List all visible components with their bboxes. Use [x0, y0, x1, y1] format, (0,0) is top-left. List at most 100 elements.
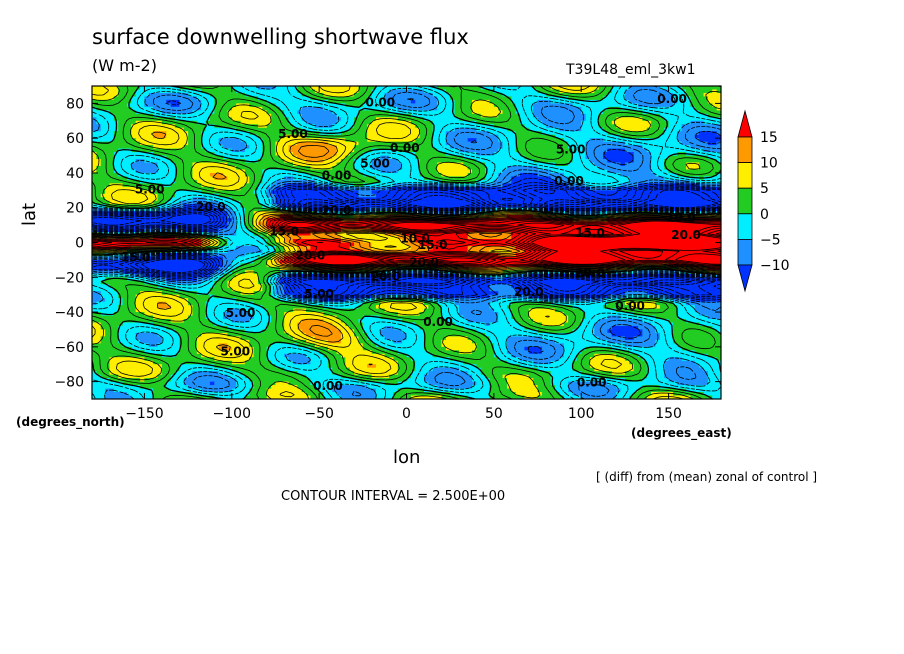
field-cell	[585, 86, 591, 91]
field-cell	[664, 190, 670, 195]
field-cell	[126, 113, 132, 118]
field-cell	[703, 120, 709, 125]
field-cell	[314, 152, 320, 157]
field-cell	[266, 89, 272, 94]
field-cell	[240, 117, 246, 122]
field-cell	[105, 92, 111, 98]
field-cell	[716, 106, 721, 111]
field-cell	[441, 92, 447, 98]
field-cell	[659, 86, 665, 91]
field-cell	[314, 103, 320, 108]
field-cell	[616, 89, 622, 94]
field-cell	[707, 117, 713, 122]
field-cell	[402, 99, 408, 104]
field-cell	[576, 131, 582, 136]
field-cell	[594, 117, 600, 122]
field-cell	[306, 145, 311, 150]
field-cell	[109, 138, 115, 143]
field-cell	[96, 179, 102, 184]
field-cell	[410, 127, 416, 132]
field-cell	[223, 117, 229, 122]
field-cell	[677, 162, 683, 167]
field-cell	[253, 117, 259, 122]
field-cell	[533, 127, 539, 132]
field-cell	[122, 193, 128, 198]
field-cell	[196, 141, 202, 146]
field-cell	[563, 197, 569, 202]
field-cell	[227, 138, 233, 143]
field-cell	[677, 131, 683, 136]
field-cell	[380, 127, 386, 132]
field-cell	[681, 124, 687, 129]
field-cell	[428, 92, 434, 98]
field-cell	[699, 96, 705, 101]
field-cell	[502, 103, 508, 108]
field-cell	[581, 138, 587, 143]
field-cell	[445, 92, 451, 98]
field-cell	[140, 165, 146, 171]
field-cell	[205, 138, 211, 143]
field-cell	[485, 92, 491, 98]
field-cell	[179, 179, 185, 184]
field-cell	[441, 134, 447, 139]
field-cell	[546, 152, 552, 157]
field-cell	[506, 92, 512, 98]
field-cell	[528, 131, 534, 136]
field-cell	[520, 96, 526, 101]
field-cell	[157, 145, 163, 150]
field-cell	[319, 99, 325, 104]
field-cell	[192, 103, 198, 108]
field-cell	[694, 120, 700, 125]
field-cell	[358, 124, 364, 129]
field-cell	[96, 89, 102, 94]
field-cell	[598, 186, 604, 191]
field-cell	[393, 138, 399, 143]
field-cell	[192, 96, 198, 101]
field-cell	[493, 159, 499, 164]
field-cell	[441, 110, 447, 115]
field-cell	[686, 120, 692, 125]
field-cell	[672, 110, 678, 115]
field-cell	[262, 89, 268, 94]
field-cell	[354, 120, 360, 125]
field-cell	[419, 148, 425, 153]
field-cell	[428, 134, 434, 139]
field-cell	[598, 103, 604, 108]
field-cell	[485, 141, 491, 146]
field-cell	[410, 162, 416, 167]
field-cell	[607, 193, 613, 198]
field-cell	[105, 148, 111, 153]
field-cell	[397, 117, 403, 122]
field-cell	[620, 96, 626, 101]
field-cell	[607, 124, 613, 129]
field-cell	[266, 172, 272, 178]
field-cell	[236, 99, 242, 104]
chart-title: surface downwelling shortwave flux	[92, 25, 469, 49]
field-cell	[240, 92, 246, 98]
field-cell	[284, 113, 290, 118]
field-cell	[371, 131, 377, 136]
field-cell	[389, 106, 394, 111]
field-cell	[642, 106, 648, 111]
field-cell	[515, 92, 521, 98]
field-cell	[402, 165, 408, 171]
field-cell	[218, 103, 224, 108]
field-cell	[699, 200, 705, 205]
field-cell	[288, 110, 294, 115]
field-cell	[441, 169, 447, 174]
field-cell	[201, 106, 207, 111]
field-cell	[624, 89, 630, 94]
field-cell	[607, 106, 613, 111]
field-cell	[633, 113, 639, 118]
field-cell	[506, 117, 512, 122]
field-cell	[624, 113, 630, 118]
field-cell	[563, 134, 569, 139]
field-cell	[349, 138, 355, 143]
field-cell	[301, 117, 307, 122]
field-cell	[188, 89, 194, 94]
field-cell	[402, 92, 408, 98]
field-cell	[546, 141, 552, 146]
field-cell	[463, 117, 469, 122]
field-cell	[236, 92, 242, 98]
field-cell	[384, 86, 390, 91]
